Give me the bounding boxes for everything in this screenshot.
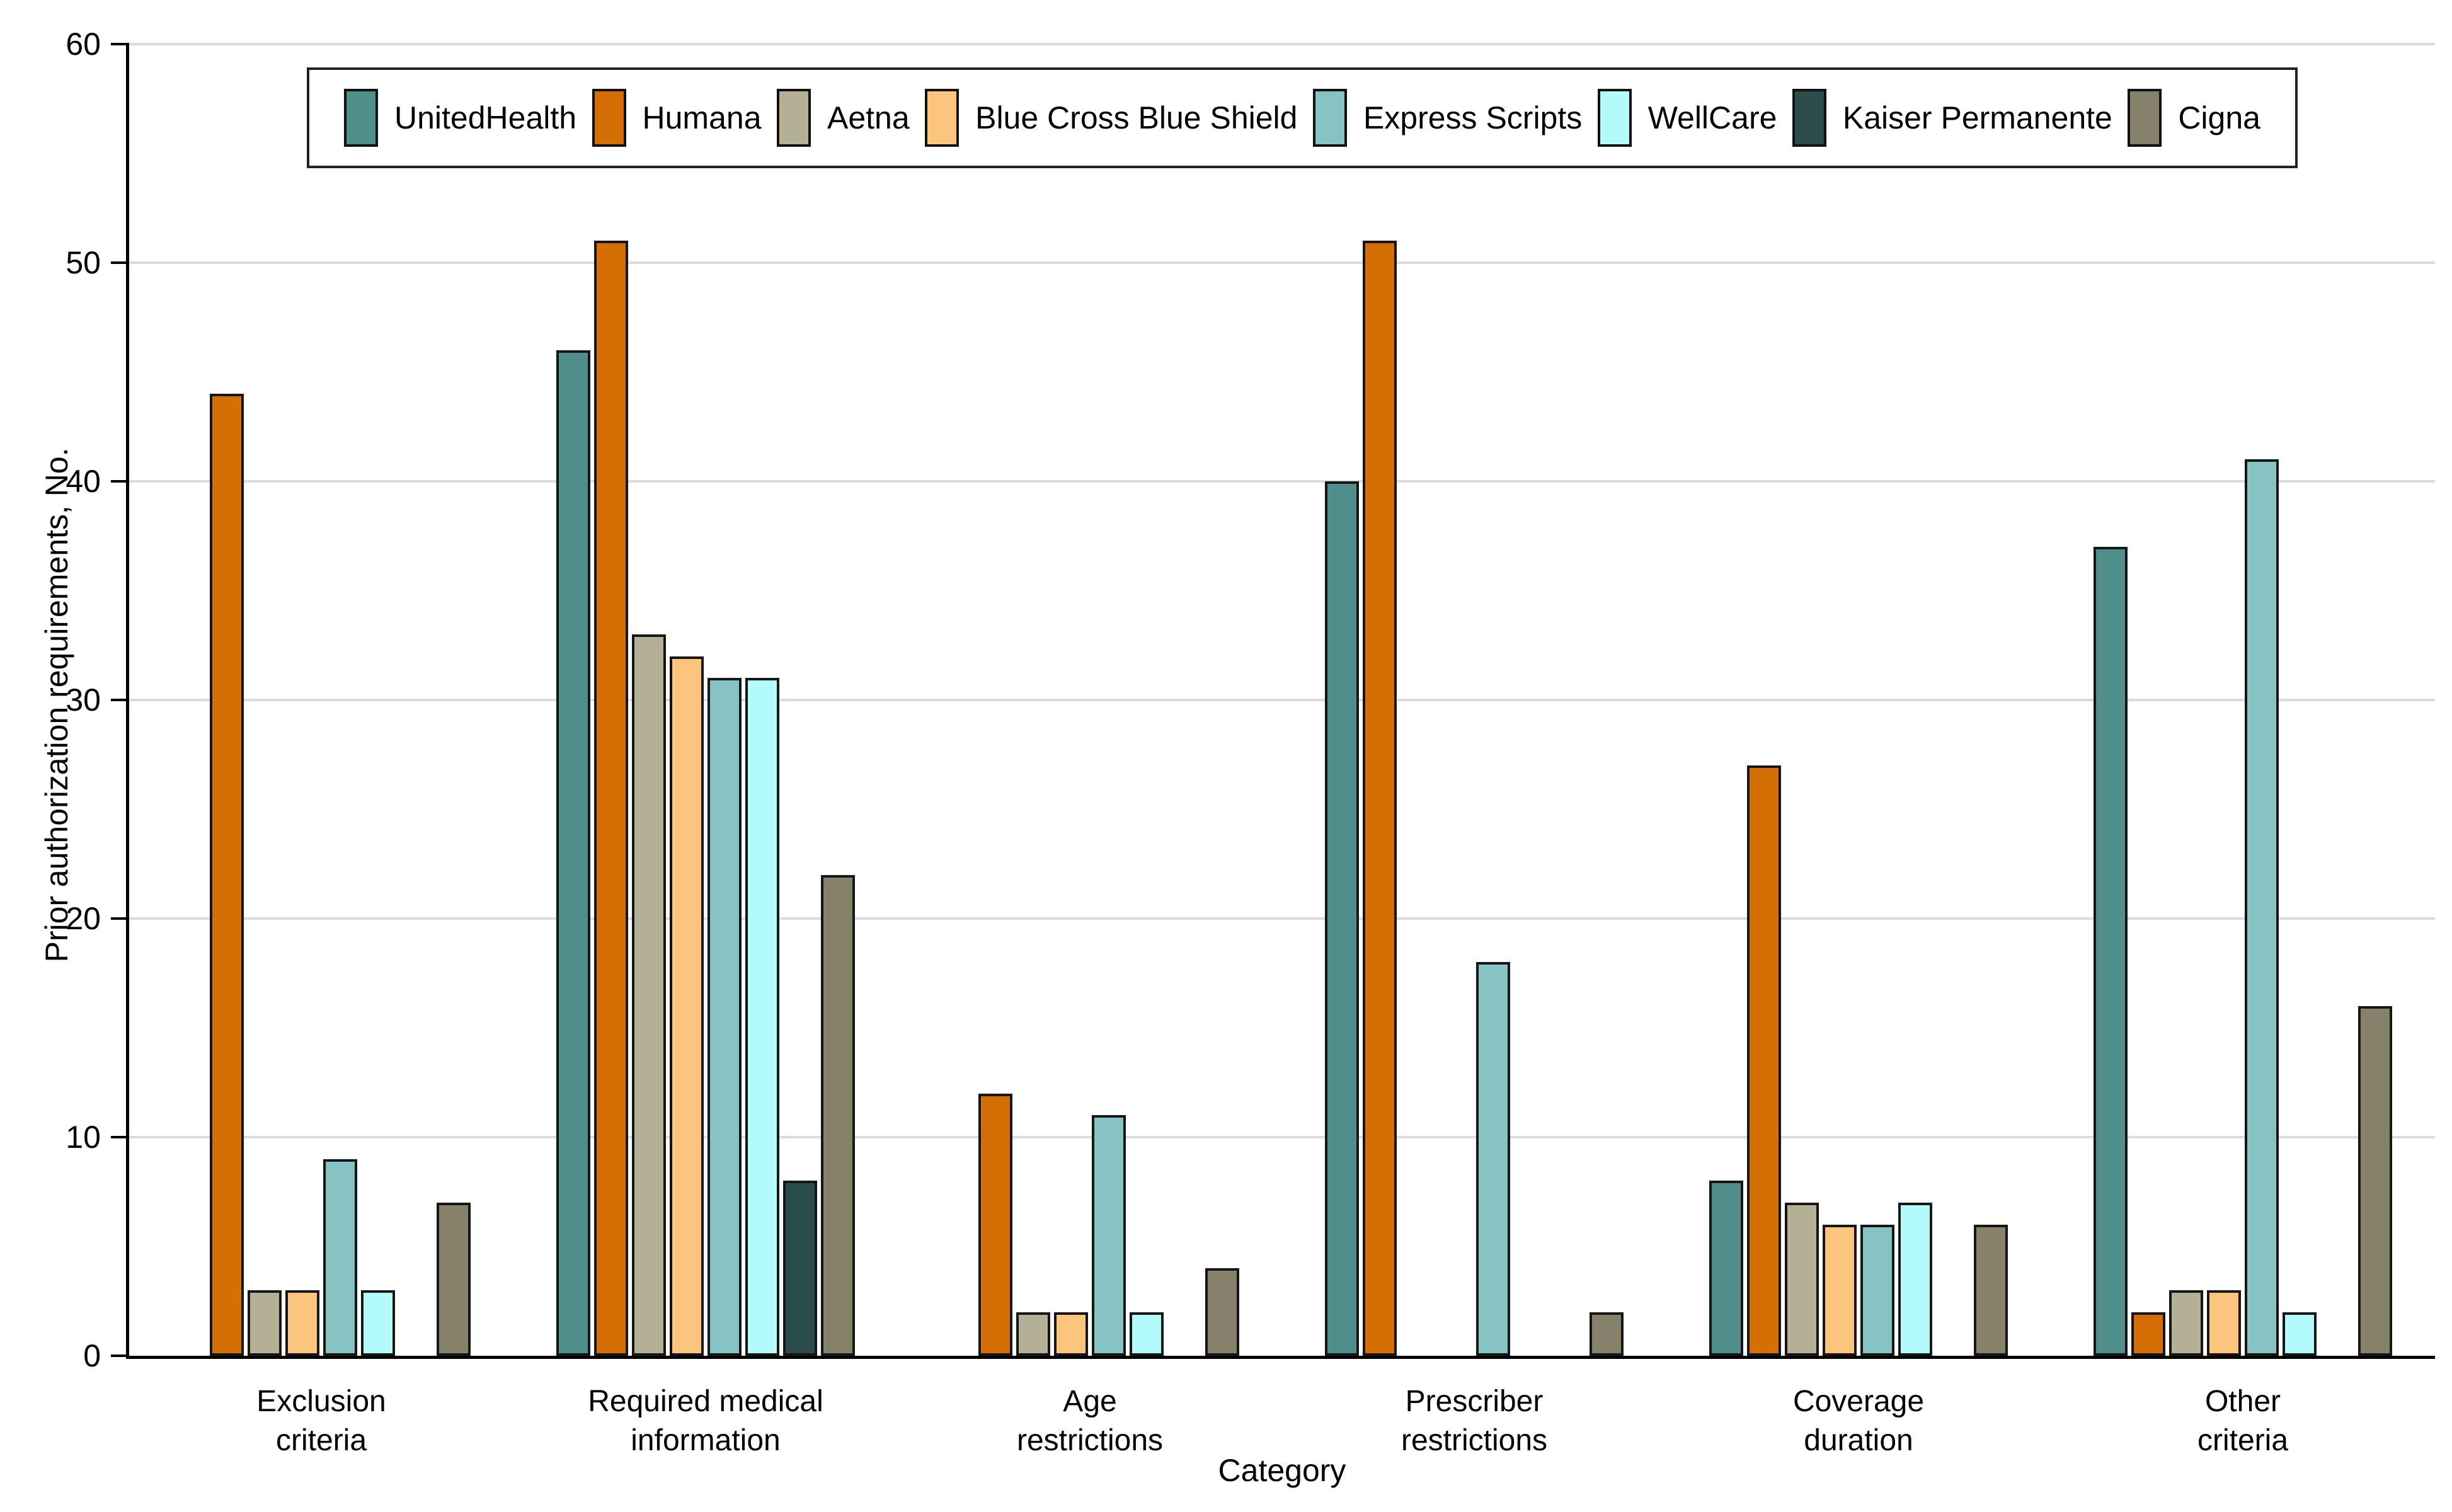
bar-humana-prescriber xyxy=(1363,241,1397,1356)
bar-cigna-coverage xyxy=(1974,1225,2008,1356)
bar-aetna-required-medical xyxy=(632,634,666,1356)
bar-unitedhealth-required-medical xyxy=(556,350,590,1356)
bar-cigna-exclusion xyxy=(437,1203,471,1356)
x-category-label-required-medical: Required medical information xyxy=(588,1385,823,1457)
legend-item-express-scripts: Express Scripts xyxy=(1312,89,1583,147)
gridline-60 xyxy=(129,43,2435,45)
bar-aetna-other xyxy=(2169,1290,2203,1356)
bar-humana-other xyxy=(2131,1312,2165,1356)
y-tick-label-60: 60 xyxy=(66,26,101,62)
y-tick-label-10: 10 xyxy=(66,1120,101,1155)
legend-label-wellcare: WellCare xyxy=(1647,100,1777,135)
y-tick-mark-10 xyxy=(111,1136,126,1138)
legend-label-blue-cross-blue-shield: Blue Cross Blue Shield xyxy=(975,100,1298,135)
gridline-10 xyxy=(129,1136,2435,1138)
bar-wellcare-exclusion xyxy=(361,1290,395,1356)
x-category-label-prescriber: Prescriber restrictions xyxy=(1401,1385,1548,1457)
bar-humana-age xyxy=(978,1094,1012,1356)
x-axis-line xyxy=(126,1356,2435,1359)
y-tick-label-50: 50 xyxy=(66,245,101,280)
legend-swatch-blue-cross-blue-shield xyxy=(925,89,960,147)
y-axis-line xyxy=(126,43,129,1356)
y-tick-label-40: 40 xyxy=(66,464,101,499)
legend-swatch-express-scripts xyxy=(1312,89,1347,147)
bar-blue-cross-blue-shield-required-medical xyxy=(670,656,704,1356)
x-category-label-other: Other criteria xyxy=(2197,1385,2289,1457)
y-tick-mark-60 xyxy=(111,43,126,45)
bar-cigna-age xyxy=(1205,1268,1239,1356)
legend-swatch-unitedhealth xyxy=(344,89,378,147)
bar-humana-required-medical xyxy=(594,241,628,1356)
legend-swatch-kaiser-permanente xyxy=(1792,89,1826,147)
bar-cigna-prescriber xyxy=(1590,1312,1624,1356)
bar-wellcare-other xyxy=(2283,1312,2317,1356)
bar-unitedhealth-prescriber xyxy=(1325,481,1359,1356)
legend: UnitedHealth Humana Aetna Blue Cross Blue S… xyxy=(307,67,2298,168)
legend-item-blue-cross-blue-shield: Blue Cross Blue Shield xyxy=(925,89,1297,147)
x-category-label-coverage: Coverage duration xyxy=(1792,1385,1925,1457)
bar-wellcare-age xyxy=(1130,1312,1164,1356)
legend-item-aetna: Aetna xyxy=(776,89,910,147)
x-category-label-exclusion: Exclusion criteria xyxy=(256,1385,386,1457)
bar-express-scripts-prescriber xyxy=(1476,962,1510,1356)
x-category-label-age: Age restrictions xyxy=(1016,1385,1164,1457)
bar-blue-cross-blue-shield-age xyxy=(1054,1312,1088,1356)
bar-unitedhealth-coverage xyxy=(1709,1181,1743,1356)
legend-swatch-cigna xyxy=(2128,89,2162,147)
bar-humana-exclusion xyxy=(210,394,244,1356)
bar-wellcare-coverage xyxy=(1898,1203,1932,1356)
bar-express-scripts-required-medical xyxy=(708,678,742,1356)
legend-label-kaiser-permanente: Kaiser Permanente xyxy=(1842,100,2112,135)
bar-kaiser-permanente-required-medical xyxy=(783,1181,817,1356)
legend-swatch-humana xyxy=(592,89,626,147)
bar-blue-cross-blue-shield-coverage xyxy=(1823,1225,1857,1356)
legend-item-unitedhealth: UnitedHealth xyxy=(344,89,576,147)
gridline-40 xyxy=(129,480,2435,483)
y-tick-mark-30 xyxy=(111,699,126,701)
bar-aetna-exclusion xyxy=(248,1290,282,1356)
legend-label-aetna: Aetna xyxy=(827,100,910,135)
plot-area: 0 10 20 30 40 50 60 Exclusion criteria Required … xyxy=(66,28,2435,1457)
gridline-20 xyxy=(129,917,2435,920)
bar-aetna-age xyxy=(1016,1312,1050,1356)
legend-label-cigna: Cigna xyxy=(2178,100,2260,135)
bar-cigna-other xyxy=(2358,1006,2392,1356)
bar-wellcare-required-medical xyxy=(745,678,779,1356)
y-tick-label-30: 30 xyxy=(66,682,101,718)
legend-item-humana: Humana xyxy=(592,89,762,147)
x-axis-title: Category xyxy=(1218,1453,1346,1488)
gridline-30 xyxy=(129,699,2435,701)
bar-aetna-coverage xyxy=(1785,1203,1819,1356)
legend-label-unitedhealth: UnitedHealth xyxy=(394,100,577,135)
bar-blue-cross-blue-shield-other xyxy=(2207,1290,2241,1356)
bar-unitedhealth-other xyxy=(2094,547,2128,1356)
legend-label-express-scripts: Express Scripts xyxy=(1363,100,1583,135)
bar-humana-coverage xyxy=(1747,765,1781,1356)
bar-express-scripts-other xyxy=(2245,459,2279,1356)
legend-label-humana: Humana xyxy=(642,100,762,135)
y-tick-label-0: 0 xyxy=(83,1338,101,1373)
bar-blue-cross-blue-shield-exclusion xyxy=(285,1290,319,1356)
y-tick-label-20: 20 xyxy=(66,901,101,936)
bar-express-scripts-exclusion xyxy=(323,1159,357,1356)
y-tick-mark-20 xyxy=(111,917,126,920)
legend-swatch-wellcare xyxy=(1597,89,1632,147)
y-tick-mark-0 xyxy=(111,1354,126,1357)
gridline-50 xyxy=(129,261,2435,264)
bar-cigna-required-medical xyxy=(821,875,855,1356)
legend-item-cigna: Cigna xyxy=(2128,89,2260,147)
legend-swatch-aetna xyxy=(776,89,811,147)
legend-item-kaiser-permanente: Kaiser Permanente xyxy=(1792,89,2112,147)
bar-express-scripts-age xyxy=(1092,1115,1126,1356)
y-tick-mark-50 xyxy=(111,261,126,264)
y-tick-mark-40 xyxy=(111,480,126,483)
bar-express-scripts-coverage xyxy=(1860,1225,1894,1356)
legend-item-wellcare: WellCare xyxy=(1597,89,1777,147)
